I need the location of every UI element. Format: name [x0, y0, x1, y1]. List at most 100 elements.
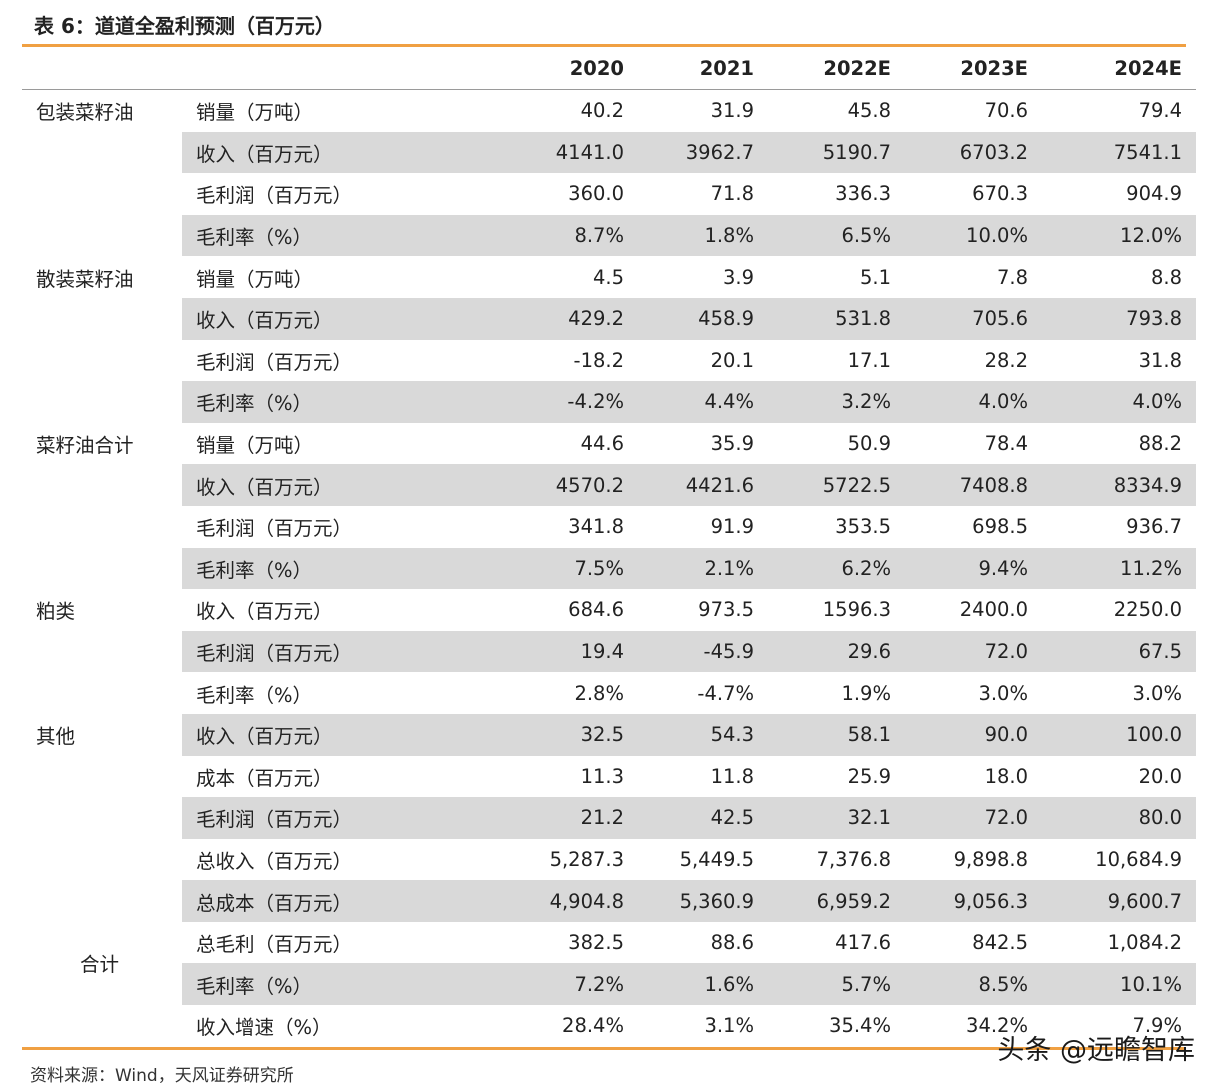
header-cell: 2021 — [638, 47, 768, 90]
value-cell: 793.8 — [1042, 297, 1196, 340]
value-cell: 698.5 — [972, 515, 1028, 539]
value-cell: 3.0% — [978, 681, 1028, 705]
value-cell: 35.4% — [829, 1014, 891, 1038]
value-cell: 11.3 — [580, 764, 624, 788]
header-cell: 2024E — [1042, 47, 1196, 90]
value-cell: 44.6 — [580, 432, 624, 456]
group-cell: 合计 — [80, 953, 120, 977]
value-cell: 1.6% — [638, 963, 768, 1006]
value-cell: 91.9 — [710, 515, 754, 539]
group-cell — [22, 173, 182, 215]
value-cell: 7.5% — [432, 547, 638, 590]
value-cell: 4421.6 — [638, 464, 768, 506]
metric-cell: 毛利率（%） — [182, 381, 432, 423]
value-cell: 336.3 — [835, 182, 891, 206]
source-note: 资料来源：Wind，天风证券研究所 — [30, 1066, 294, 1086]
value-cell: 7.8 — [996, 265, 1028, 289]
top-rule — [22, 44, 1186, 47]
value-cell: 7408.8 — [905, 464, 1042, 506]
value-cell: 8.7% — [432, 214, 638, 257]
value-cell: 4.0% — [1042, 381, 1196, 423]
group-cell — [22, 340, 182, 382]
value-cell: 705.6 — [905, 297, 1042, 340]
value-cell: 842.5 — [972, 931, 1028, 955]
value-cell: 18.0 — [984, 764, 1028, 788]
table-row: 毛利润（百万元） 341.8 91.9 353.5 698.5 936.7 — [22, 506, 1196, 548]
value-cell: 100.0 — [1042, 713, 1196, 756]
value-cell: 17.1 — [847, 348, 891, 372]
value-cell: 72.0 — [905, 797, 1042, 839]
value-cell: 429.2 — [432, 297, 638, 340]
value-cell: 80.0 — [1042, 797, 1196, 839]
value-cell: 4570.2 — [432, 464, 638, 506]
metric-cell: 收入（百万元） — [182, 464, 432, 506]
group-cell — [22, 756, 182, 798]
forecast-table: 2020 2021 2022E 2023E 2024E 包装菜籽油 销量（万吨） 4… — [22, 47, 1196, 1047]
value-cell: 88.6 — [710, 931, 754, 955]
value-cell: 32.1 — [768, 797, 905, 839]
value-cell: 11.2% — [1042, 547, 1196, 590]
table-row: 菜籽油合计 销量（万吨） 44.6 35.9 50.9 78.4 88.2 — [22, 423, 1196, 465]
value-cell: 5,360.9 — [638, 880, 768, 922]
value-cell: 8.5% — [905, 963, 1042, 1006]
value-cell: 10.0% — [905, 214, 1042, 257]
table-row: 毛利率（%） 8.7% 1.8% 6.5% 10.0% 12.0% — [22, 214, 1196, 257]
value-cell: 4.5 — [592, 265, 624, 289]
table-row: 散装菜籽油 销量（万吨） 4.5 3.9 5.1 7.8 8.8 — [22, 256, 1196, 298]
value-cell: 21.2 — [432, 797, 638, 839]
value-cell: -18.2 — [573, 348, 624, 372]
value-cell: 32.5 — [432, 713, 638, 756]
group-cell — [22, 548, 182, 590]
value-cell: 58.1 — [768, 713, 905, 756]
value-cell: 1.8% — [638, 214, 768, 257]
value-cell: 9,056.3 — [905, 880, 1042, 922]
group-cell: 菜籽油合计 — [36, 434, 134, 458]
group-cell — [22, 381, 182, 423]
value-cell: 360.0 — [568, 182, 624, 206]
value-cell: 973.5 — [698, 598, 754, 622]
value-cell: 6703.2 — [905, 131, 1042, 174]
metric-cell: 毛利润（百万元） — [196, 350, 353, 374]
table-row: 其他 收入（百万元） 32.5 54.3 58.1 90.0 100.0 — [22, 713, 1196, 756]
metric-cell: 收入（百万元） — [182, 297, 432, 340]
value-cell: 8334.9 — [1042, 464, 1196, 506]
value-cell: 10.1% — [1042, 963, 1196, 1006]
metric-cell: 收入（百万元） — [196, 600, 333, 624]
value-cell: 88.2 — [1138, 432, 1182, 456]
value-cell: 1.9% — [841, 681, 891, 705]
value-cell: 3962.7 — [638, 131, 768, 174]
group-cell: 散装菜籽油 — [36, 267, 134, 291]
value-cell: -45.9 — [638, 630, 768, 673]
table-row: 毛利润（百万元） 19.4 -45.9 29.6 72.0 67.5 — [22, 630, 1196, 673]
value-cell: 531.8 — [768, 297, 905, 340]
value-cell: 684.6 — [568, 598, 624, 622]
table-row: 收入增速（%） 28.4% 3.1% 35.4% 34.2% 7.9% — [22, 1005, 1196, 1047]
group-cell — [22, 506, 182, 548]
header-cell: 2020 — [432, 47, 638, 90]
value-cell: 382.5 — [568, 931, 624, 955]
value-cell: 341.8 — [568, 515, 624, 539]
metric-cell: 销量（万吨） — [196, 101, 314, 125]
bottom-rule — [22, 1047, 1186, 1050]
value-cell: 19.4 — [432, 630, 638, 673]
value-cell: 50.9 — [847, 432, 891, 456]
value-cell: 458.9 — [638, 297, 768, 340]
table-row: 毛利润（百万元） 360.0 71.8 336.3 670.3 904.9 — [22, 173, 1196, 215]
value-cell: 5722.5 — [768, 464, 905, 506]
value-cell: 4.0% — [905, 381, 1042, 423]
header-cell: 2022E — [768, 47, 905, 90]
value-cell: 34.2% — [966, 1014, 1028, 1038]
value-cell: 12.0% — [1042, 214, 1196, 257]
value-cell: 70.6 — [984, 99, 1028, 123]
table-row: 毛利率（%） 7.2% 1.6% 5.7% 8.5% 10.1% — [22, 963, 1196, 1006]
metric-cell: 毛利率（%） — [182, 963, 432, 1006]
table-row: 毛利率（%） 7.5% 2.1% 6.2% 9.4% 11.2% — [22, 547, 1196, 590]
group-cell — [22, 298, 182, 340]
value-cell: 35.9 — [710, 432, 754, 456]
value-cell: 3.1% — [704, 1014, 754, 1038]
table-row: 粕类 收入（百万元） 684.6 973.5 1596.3 2400.0 2250.0 — [22, 589, 1196, 631]
value-cell: 72.0 — [905, 630, 1042, 673]
header-cell: 2023E — [905, 47, 1042, 90]
group-cell: 包装菜籽油 — [36, 101, 134, 125]
value-cell: 6.5% — [768, 214, 905, 257]
